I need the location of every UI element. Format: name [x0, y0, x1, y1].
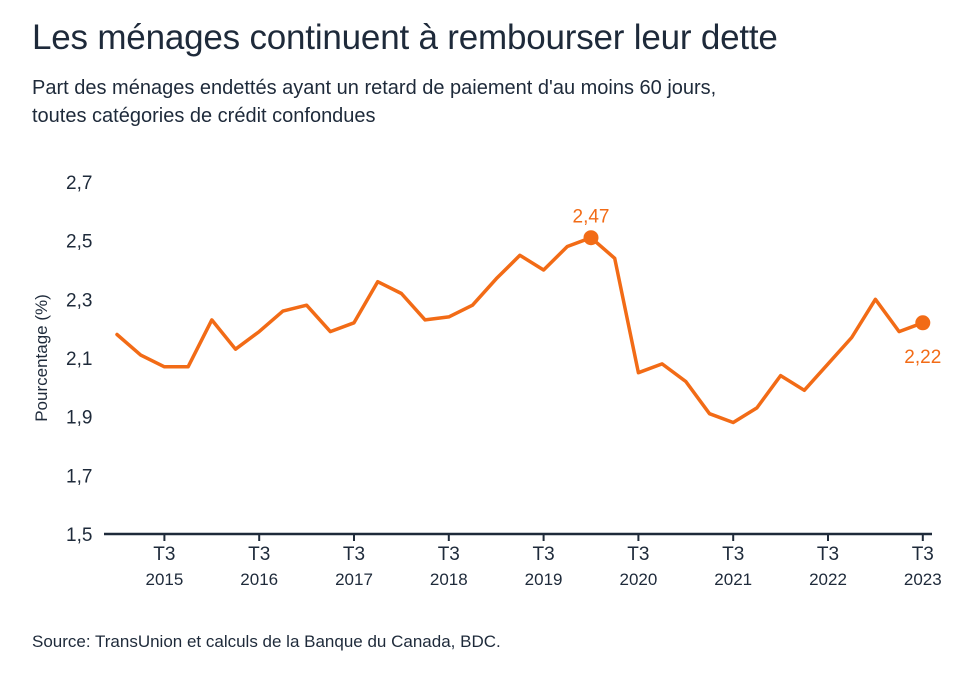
- x-axis-ticks: T3 2015 T3 2016 T3 2017 T3 2018 T3 2019 T3 2020 T3 20…: [145, 534, 942, 589]
- x-tick-quarter: T3: [912, 544, 934, 565]
- x-tick-quarter: T3: [722, 544, 744, 565]
- x-tick-quarter: T3: [153, 544, 175, 565]
- y-tick-label: 1,5: [66, 525, 92, 546]
- x-tick-year: 2021: [714, 570, 752, 589]
- series-group: [115, 235, 925, 425]
- y-tick-label: 2,1: [66, 349, 92, 370]
- highlight-marker: [915, 315, 931, 331]
- y-tick-label: 2,7: [66, 173, 92, 194]
- y-axis-label: Pourcentage (%): [32, 294, 51, 422]
- subtitle-line-1: Part des ménages endettés ayant un retar…: [32, 77, 717, 99]
- y-tick-label: 1,7: [66, 466, 92, 487]
- x-tick-year: 2018: [430, 570, 468, 589]
- data-label: 2,22: [904, 347, 941, 368]
- y-tick-label: 1,9: [66, 408, 92, 429]
- x-tick-year: 2019: [525, 570, 563, 589]
- data-label: 2,47: [573, 207, 610, 228]
- x-tick-year: 2015: [145, 570, 183, 589]
- x-tick-year: 2016: [240, 570, 278, 589]
- x-tick-quarter: T3: [533, 544, 555, 565]
- x-tick-quarter: T3: [438, 544, 460, 565]
- x-tick-quarter: T3: [248, 544, 270, 565]
- subtitle-line-2: toutes catégories de crédit confondues: [32, 105, 376, 127]
- x-tick-year: 2020: [619, 570, 657, 589]
- chart-subtitle: Part des ménages endettés ayant un retar…: [32, 74, 912, 130]
- annotations: 2,47 2,22: [573, 207, 942, 368]
- series-line: [115, 235, 925, 425]
- x-tick-quarter: T3: [343, 544, 365, 565]
- x-tick-quarter: T3: [627, 544, 649, 565]
- highlight-marker: [583, 230, 599, 246]
- x-tick-quarter: T3: [817, 544, 839, 565]
- y-tick-label: 2,5: [66, 232, 92, 253]
- chart-title: Les ménages continuent à rembourser leur…: [32, 18, 778, 57]
- x-tick-year: 2023: [904, 570, 942, 589]
- x-tick-year: 2017: [335, 570, 373, 589]
- y-axis-ticks: 1,5 1,7 1,9 2,1 2,3 2,5 2,7: [66, 173, 92, 546]
- y-tick-label: 2,3: [66, 290, 92, 311]
- source-note: Source: TransUnion et calculs de la Banq…: [32, 632, 501, 651]
- x-tick-year: 2022: [809, 570, 847, 589]
